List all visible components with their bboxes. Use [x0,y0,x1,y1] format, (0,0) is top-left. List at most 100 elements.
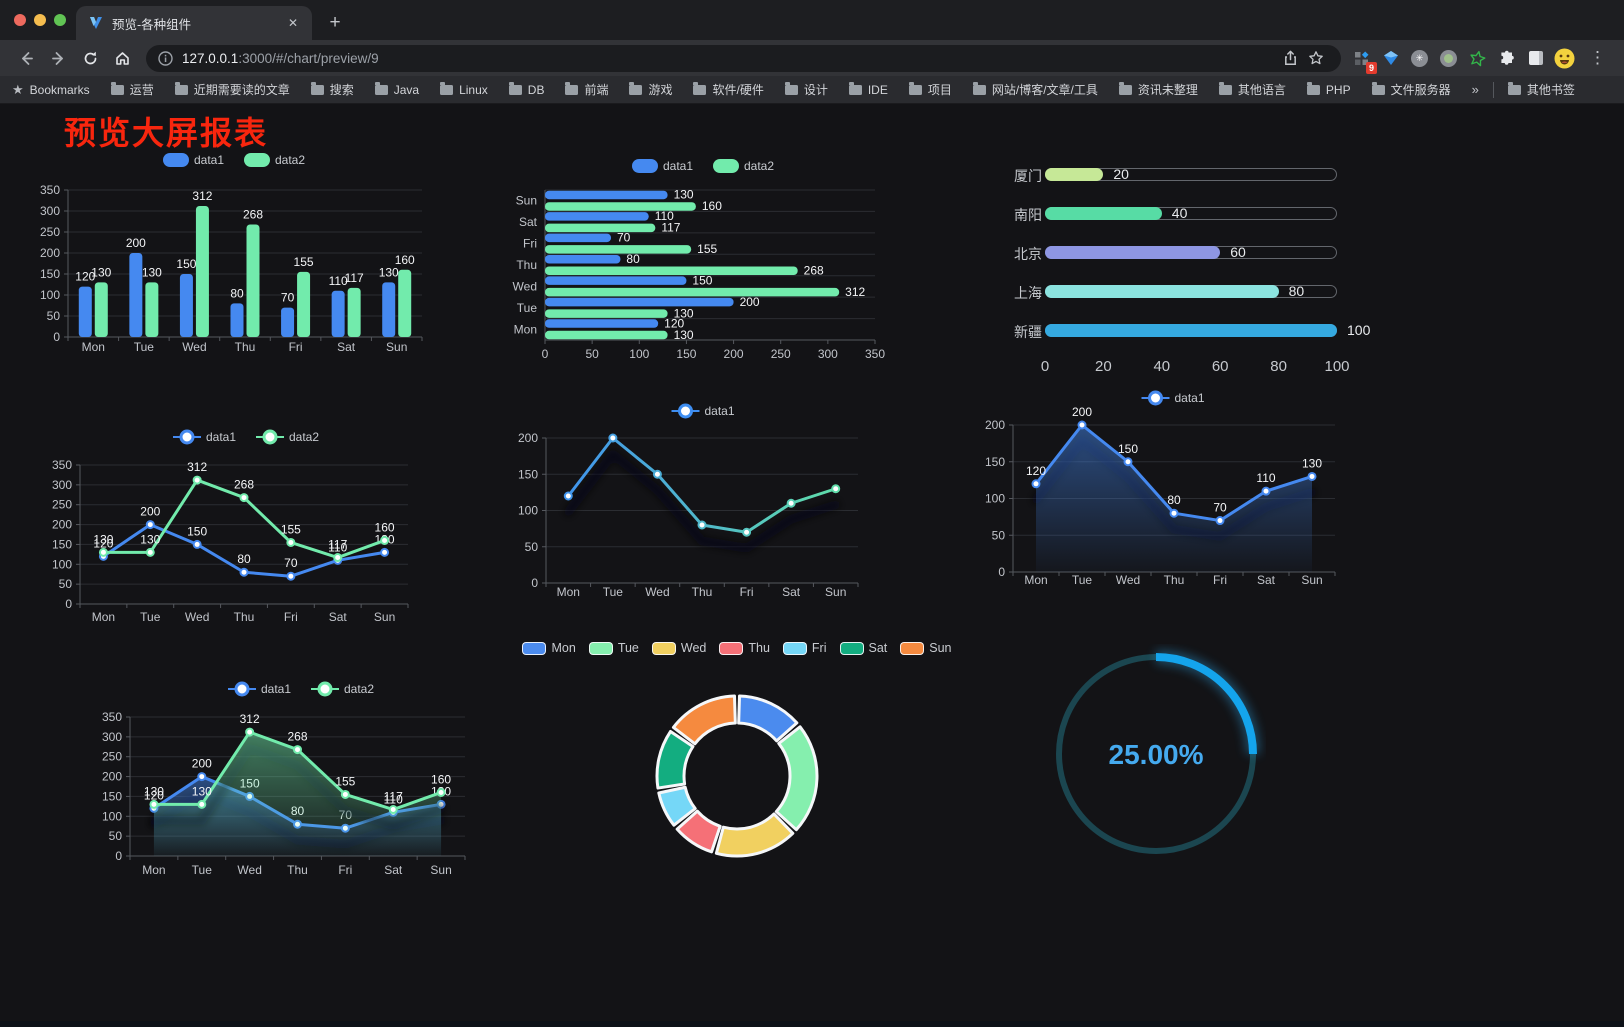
bar[interactable] [545,212,649,221]
bar[interactable] [382,282,396,337]
browser-tab[interactable]: 预览-各种组件 ✕ [76,6,312,40]
data-point[interactable] [1077,420,1087,430]
data-point[interactable] [380,535,390,545]
data-point[interactable] [436,787,446,797]
pie-slice[interactable] [737,694,799,743]
bookmark-item[interactable]: 设计 [784,81,828,98]
bar[interactable] [545,276,687,285]
back-button[interactable] [12,44,40,72]
extension-puzzle-icon[interactable] [1494,46,1519,71]
data-point[interactable] [286,537,296,547]
bookmark-item[interactable]: 近期需要读的文章 [174,81,290,98]
bookmark-item[interactable]: 项目 [908,81,952,98]
bar[interactable] [545,190,668,200]
pie-slice[interactable] [655,730,695,790]
bar[interactable] [246,224,260,337]
data-point[interactable] [1123,457,1133,467]
bar[interactable] [94,282,108,337]
legend-item[interactable]: Wed [651,641,706,655]
legend-swatch[interactable] [632,159,658,173]
reload-button[interactable] [76,44,104,72]
close-window-button[interactable] [14,14,26,26]
bookmark-item[interactable]: 搜索 [310,81,354,98]
pie-slice[interactable] [671,694,737,746]
share-icon[interactable] [1279,44,1301,72]
bookmark-item[interactable]: 游戏 [629,81,672,98]
chart-single-area[interactable]: data1 0 50 100 150 200 Mon Tue Wed Thu Fri Sat Sun 12… [985,390,1350,595]
bookmark-item[interactable]: 前端 [565,81,608,98]
data-point[interactable] [786,498,796,508]
bar[interactable] [347,287,361,337]
bookmark-item[interactable]: PHP [1306,81,1351,97]
data-point[interactable] [145,520,155,530]
legend-swatch[interactable] [244,153,270,167]
bar[interactable] [398,269,412,337]
legend-item[interactable]: Sat [839,641,887,655]
bar[interactable] [545,223,656,233]
bookmark-item[interactable]: Linux [440,81,488,97]
minimize-window-button[interactable] [34,14,46,26]
bookmark-item[interactable]: 其他语言 [1218,81,1286,98]
chart-two-series-area[interactable]: data1 data2 0 50 100 150 200 250 300 350 Mon Tue Wed… [100,677,475,887]
bookmark-star-icon[interactable] [1305,44,1327,72]
bar[interactable] [78,286,92,337]
bar[interactable] [145,282,159,337]
new-tab-button[interactable]: + [329,12,341,33]
maximize-window-button[interactable] [54,14,66,26]
bar[interactable] [545,233,611,243]
data-point[interactable] [197,772,207,782]
data-point[interactable] [1307,471,1317,481]
legend-item[interactable]: Thu [719,641,770,655]
extension-asterisk-icon[interactable]: ✳ [1407,46,1432,71]
extension-record-icon[interactable] [1436,46,1461,71]
data-point[interactable] [192,539,202,549]
bookmarks-overflow-chevron[interactable]: » [1471,82,1479,97]
bar[interactable] [179,274,193,337]
chart-progress-bars[interactable]: 厦门 20 南阳 40 北京 60 上海 80 新疆 100 0 20 40 60 80 100 [1000,160,1380,390]
bar[interactable] [129,253,143,337]
legend-marker[interactable] [1148,390,1163,406]
data-point[interactable] [293,745,302,755]
bookmark-item[interactable]: 网站/博客/文章/工具 [972,81,1098,98]
legend-item[interactable]: Sun [900,641,952,655]
pie-slice[interactable] [675,809,722,854]
chart-gauge[interactable]: 25.00% [1046,644,1266,864]
pie-slice[interactable] [774,725,819,832]
browser-menu-icon[interactable]: ⋮ [1589,48,1606,67]
data-point[interactable] [697,520,707,530]
legend-swatch[interactable] [163,153,189,167]
forward-button[interactable] [44,44,72,72]
data-point[interactable] [380,547,390,557]
data-point[interactable] [388,805,398,815]
legend-marker[interactable] [678,403,693,419]
data-point[interactable] [340,789,350,799]
other-bookmarks[interactable]: 其他书签 [1507,81,1575,98]
bookmark-item[interactable]: DB [508,81,544,97]
bar[interactable] [545,202,696,211]
legend-marker[interactable] [262,429,278,445]
legend-item[interactable]: Mon [522,641,576,655]
data-point[interactable] [333,553,343,563]
bar[interactable] [545,330,668,340]
bar[interactable] [331,290,345,337]
bar[interactable] [545,245,692,254]
extension-grid-icon[interactable]: 9 [1349,46,1377,74]
bookmark-item[interactable]: 软件/硬件 [693,81,764,98]
home-button[interactable] [108,44,136,72]
bar[interactable] [545,309,668,318]
data-point[interactable] [563,491,573,501]
bar[interactable] [545,287,840,297]
bar[interactable] [545,297,734,307]
chart-two-series-line[interactable]: data1 data2 0 50 100 150 200 250 300 350 Mon Tue Wed… [48,425,420,637]
legend-item[interactable]: Fri [782,641,827,655]
data-point[interactable] [239,567,249,577]
data-point[interactable] [1215,516,1225,526]
chart-grouped-bar[interactable]: data1 data2 0 50 100 150 200 250 300 350 Mon Tue Wed… [36,146,470,362]
chart-donut[interactable] [642,679,832,869]
bar[interactable] [195,205,209,337]
bookmark-item[interactable]: 资讯未整理 [1118,81,1198,98]
data-point[interactable] [239,493,249,503]
data-point[interactable] [145,547,155,557]
bookmark-item[interactable]: Java [374,81,419,97]
